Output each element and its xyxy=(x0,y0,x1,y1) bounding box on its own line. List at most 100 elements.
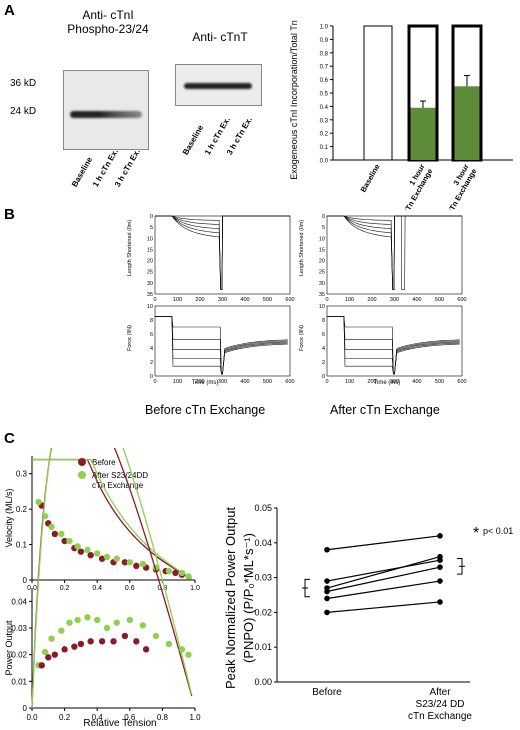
power-point-after xyxy=(126,616,133,624)
power-point-after xyxy=(84,614,91,621)
before-exchange-caption: Before cTn Exchange xyxy=(145,403,266,417)
pnpo-point-before xyxy=(324,546,330,553)
legend-after-label-line2: cTn Exchange xyxy=(92,481,144,490)
length-ytick-label: 20 xyxy=(319,259,325,265)
force-ytick-label: 4 xyxy=(322,346,325,352)
pnpo-point-before xyxy=(324,588,330,595)
pnpo-ytick-label: 0.01 xyxy=(254,642,272,652)
power-point-after xyxy=(74,616,81,624)
after-length-ylabel: Length Shortened (Ilm) xyxy=(299,220,305,276)
chart-a-category-label: Baseline xyxy=(359,163,382,194)
before-length-ylabel: Length Shortened (Ilm) xyxy=(127,220,133,276)
pnpo-point-before xyxy=(324,595,330,602)
velocity-fit-after xyxy=(32,458,193,579)
velocity-ytick-label: 0.1 xyxy=(16,541,28,550)
velocity-point-before xyxy=(98,555,106,562)
ctni-blot-image xyxy=(63,70,149,150)
power-point-after xyxy=(66,619,73,626)
pnpo-point-before xyxy=(324,609,330,616)
power-point-before xyxy=(51,651,59,658)
power-ytick-label: 0 xyxy=(23,704,28,713)
power-fit-before xyxy=(31,448,193,709)
chart-a-ytick-label: 0.9 xyxy=(320,38,329,44)
velocity-point-before xyxy=(51,530,59,538)
force-xtick-label: 300 xyxy=(390,379,399,385)
power-point-after xyxy=(185,651,192,658)
force-xtick-label: 600 xyxy=(457,379,466,385)
length-ytick-label: 35 xyxy=(319,292,325,298)
force-axes-frame xyxy=(154,305,291,377)
length-trace xyxy=(327,215,462,290)
length-trace xyxy=(155,215,290,290)
length-ytick-label: 20 xyxy=(147,259,153,265)
force-xtick-label: 500 xyxy=(263,379,272,385)
ctnt-blot-image xyxy=(175,64,262,106)
velocity-point-after xyxy=(126,559,133,566)
power-point-after xyxy=(152,632,160,640)
significance-star: * xyxy=(473,525,479,542)
length-ytick-label: 10 xyxy=(147,236,153,242)
power-point-before xyxy=(38,662,45,669)
force-ytick-label: 4 xyxy=(150,346,153,352)
velocity-ylabel: Velocity (ML/s) xyxy=(4,488,14,547)
power-xtick-label: 0.8 xyxy=(157,713,169,722)
velocity-point-after xyxy=(74,543,81,550)
pnpo-pair-line xyxy=(326,556,441,589)
chart-a-ytick-label: 0.7 xyxy=(320,65,329,71)
velocity-ytick-label: 0.3 xyxy=(16,470,28,479)
length-xtick-label: 600 xyxy=(285,297,294,303)
force-xtick-label: 400 xyxy=(412,379,421,385)
length-xtick-label: 0 xyxy=(153,297,156,303)
mw-marker-36: 36 kD xyxy=(10,78,37,89)
length-ytick-label: 15 xyxy=(147,247,153,253)
power-point-after xyxy=(178,646,186,653)
length-trace xyxy=(327,215,462,290)
relative-tension-xlabel: Relative Tension xyxy=(83,718,156,729)
force-ytick-label: 2 xyxy=(150,360,153,366)
velocity-point-before xyxy=(172,569,179,577)
legend-after-marker xyxy=(78,471,86,479)
velocity-ytick-label: 0.2 xyxy=(16,505,28,514)
power-point-after xyxy=(48,635,55,642)
length-trace xyxy=(155,215,290,290)
velocity-point-before xyxy=(87,552,94,559)
length-xtick-label: 500 xyxy=(263,297,272,303)
before-time-xlabel: Time (ms) xyxy=(192,380,219,386)
power-xtick-label: 0.2 xyxy=(59,713,71,722)
pnpo-pair-line xyxy=(326,535,441,551)
length-trace xyxy=(155,215,290,290)
force-xtick-label: 100 xyxy=(173,379,182,385)
velocity-point-after xyxy=(103,553,111,561)
force-ytick-label: 10 xyxy=(319,304,325,310)
length-xtick-label: 100 xyxy=(345,297,354,303)
length-xtick-label: 300 xyxy=(218,297,227,303)
length-trace xyxy=(155,215,290,290)
pnpo-ytick-label: 0.03 xyxy=(254,573,272,583)
velocity-point-before xyxy=(133,562,140,570)
power-point-before xyxy=(87,638,94,645)
force-xtick-label: 200 xyxy=(195,379,204,385)
power-point-after xyxy=(103,624,111,632)
velocity-xtick-label: 1.0 xyxy=(190,585,200,592)
pnpo-paired-plot: Peak Normalized Power Output (PNPO) (P/P… xyxy=(223,503,513,722)
force-ytick-label: 8 xyxy=(150,318,153,324)
pnpo-point-before xyxy=(324,578,330,584)
force-trace xyxy=(327,316,460,375)
velocity-xtick-label: 0.8 xyxy=(158,585,168,592)
velocity-point-after xyxy=(165,567,173,575)
power-point-before xyxy=(61,646,68,653)
chart-a-ytick-label: 0.4 xyxy=(320,105,329,111)
velocity-xtick-label: 0.0 xyxy=(27,585,37,592)
velocity-point-after xyxy=(113,555,120,562)
ctni-blot-title-line1: Anti- cTnI xyxy=(82,8,134,22)
pnpo-category-after-line2: S23/24 DD xyxy=(416,699,465,710)
chart-a-exchange-bar xyxy=(410,107,436,160)
power-point-after xyxy=(165,640,173,648)
pnpo-ytick-label: 0.02 xyxy=(254,607,272,617)
panel-letter-b: B xyxy=(4,206,15,223)
force-axes-frame xyxy=(326,305,463,377)
pnpo-point-after xyxy=(437,564,443,570)
length-ytick-label: 0 xyxy=(150,214,153,220)
length-ytick-label: 25 xyxy=(319,270,325,276)
force-ytick-label: 0 xyxy=(150,374,153,380)
